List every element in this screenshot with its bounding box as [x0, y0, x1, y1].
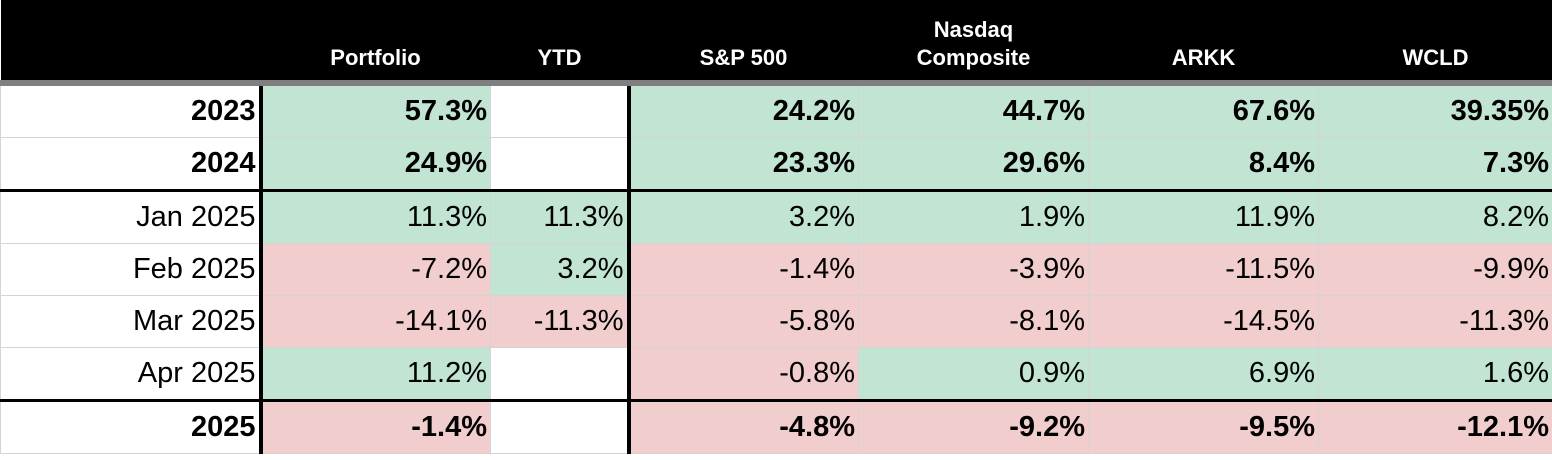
value-cell: -11.3%	[490, 295, 631, 348]
value-cell: -1.4%	[628, 243, 859, 296]
value-cell: -11.5%	[1088, 243, 1319, 296]
table-row: Feb 2025 -7.2% 3.2% -1.4% -3.9% -11.5% -9.9%	[0, 243, 1552, 296]
value-cell: -9.5%	[1088, 400, 1319, 454]
table-row: Jan 2025 11.3% 11.3% 3.2% 1.9% 11.9% 8.2%	[0, 190, 1552, 244]
column-header: YTD	[490, 0, 629, 86]
table-row: 2025 -1.4% -4.8% -9.2% -9.5% -12.1%	[0, 400, 1552, 454]
value-cell: 44.7%	[858, 82, 1089, 138]
table-row: Apr 2025 11.2% -0.8% 0.9% 6.9% 1.6%	[0, 347, 1552, 402]
value-cell: -11.3%	[1318, 295, 1552, 348]
value-cell: -12.1%	[1318, 400, 1552, 454]
value-cell: 0.9%	[858, 347, 1089, 402]
column-header: ARKK	[1088, 0, 1319, 86]
row-label: 2023	[0, 82, 263, 138]
table-row: 2024 24.9% 23.3% 29.6% 8.4% 7.3%	[0, 137, 1552, 192]
value-cell: -7.2%	[260, 243, 491, 296]
column-header: S&P 500	[628, 0, 859, 86]
value-cell: -14.1%	[260, 295, 491, 348]
empty-cell	[490, 347, 631, 402]
value-cell: -3.9%	[858, 243, 1089, 296]
value-cell: -8.1%	[858, 295, 1089, 348]
column-header-text: Nasdaq Composite	[916, 17, 1031, 70]
value-cell: -9.9%	[1318, 243, 1552, 296]
value-cell: 11.3%	[260, 190, 491, 244]
empty-cell	[490, 82, 631, 138]
empty-cell	[490, 137, 631, 192]
value-cell: 6.9%	[1088, 347, 1319, 402]
value-cell: 8.2%	[1318, 190, 1552, 244]
row-label: Mar 2025	[0, 295, 263, 348]
row-label: Jan 2025	[0, 190, 263, 244]
value-cell: 29.6%	[858, 137, 1089, 192]
row-label: 2025	[0, 400, 263, 454]
column-header: Portfolio	[260, 0, 491, 86]
value-cell: -9.2%	[858, 400, 1089, 454]
column-header: WCLD	[1318, 0, 1552, 86]
value-cell: 3.2%	[628, 190, 859, 244]
table-body: 2023 57.3% 24.2% 44.7% 67.6% 39.35% 2024 24.9% 2…	[0, 82, 1552, 454]
row-label: Feb 2025	[0, 243, 263, 296]
value-cell: 24.2%	[628, 82, 859, 138]
table-row: Mar 2025 -14.1% -11.3% -5.8% -8.1% -14.5% -11.…	[0, 295, 1552, 348]
value-cell: 23.3%	[628, 137, 859, 192]
value-cell: 1.6%	[1318, 347, 1552, 402]
value-cell: -5.8%	[628, 295, 859, 348]
value-cell: 39.35%	[1318, 82, 1552, 138]
row-label: Apr 2025	[0, 347, 263, 402]
value-cell: 67.6%	[1088, 82, 1319, 138]
value-cell: -1.4%	[260, 400, 491, 454]
column-header-text: Portfolio	[330, 45, 421, 70]
value-cell: 57.3%	[260, 82, 491, 138]
column-header-text: WCLD	[1402, 45, 1469, 70]
value-cell: -0.8%	[628, 347, 859, 402]
column-header	[0, 0, 261, 86]
value-cell: -4.8%	[628, 400, 859, 454]
value-cell: 3.2%	[490, 243, 631, 296]
value-cell: 8.4%	[1088, 137, 1319, 192]
table-row: 2023 57.3% 24.2% 44.7% 67.6% 39.35%	[0, 82, 1552, 138]
value-cell: -14.5%	[1088, 295, 1319, 348]
row-label: 2024	[0, 137, 263, 192]
value-cell: 11.3%	[490, 190, 631, 244]
value-cell: 1.9%	[858, 190, 1089, 244]
value-cell: 24.9%	[260, 137, 491, 192]
empty-cell	[490, 400, 631, 454]
column-header-text: ARKK	[1171, 45, 1236, 70]
value-cell: 7.3%	[1318, 137, 1552, 192]
column-header: Nasdaq Composite	[858, 0, 1089, 86]
column-header-text: S&P 500	[699, 45, 788, 70]
value-cell: 11.2%	[260, 347, 491, 402]
header-row: Portfolio YTD S&P 500 Nasdaq Composite ARKK W…	[0, 0, 1552, 86]
column-header-text: YTD	[537, 45, 582, 70]
value-cell: 11.9%	[1088, 190, 1319, 244]
